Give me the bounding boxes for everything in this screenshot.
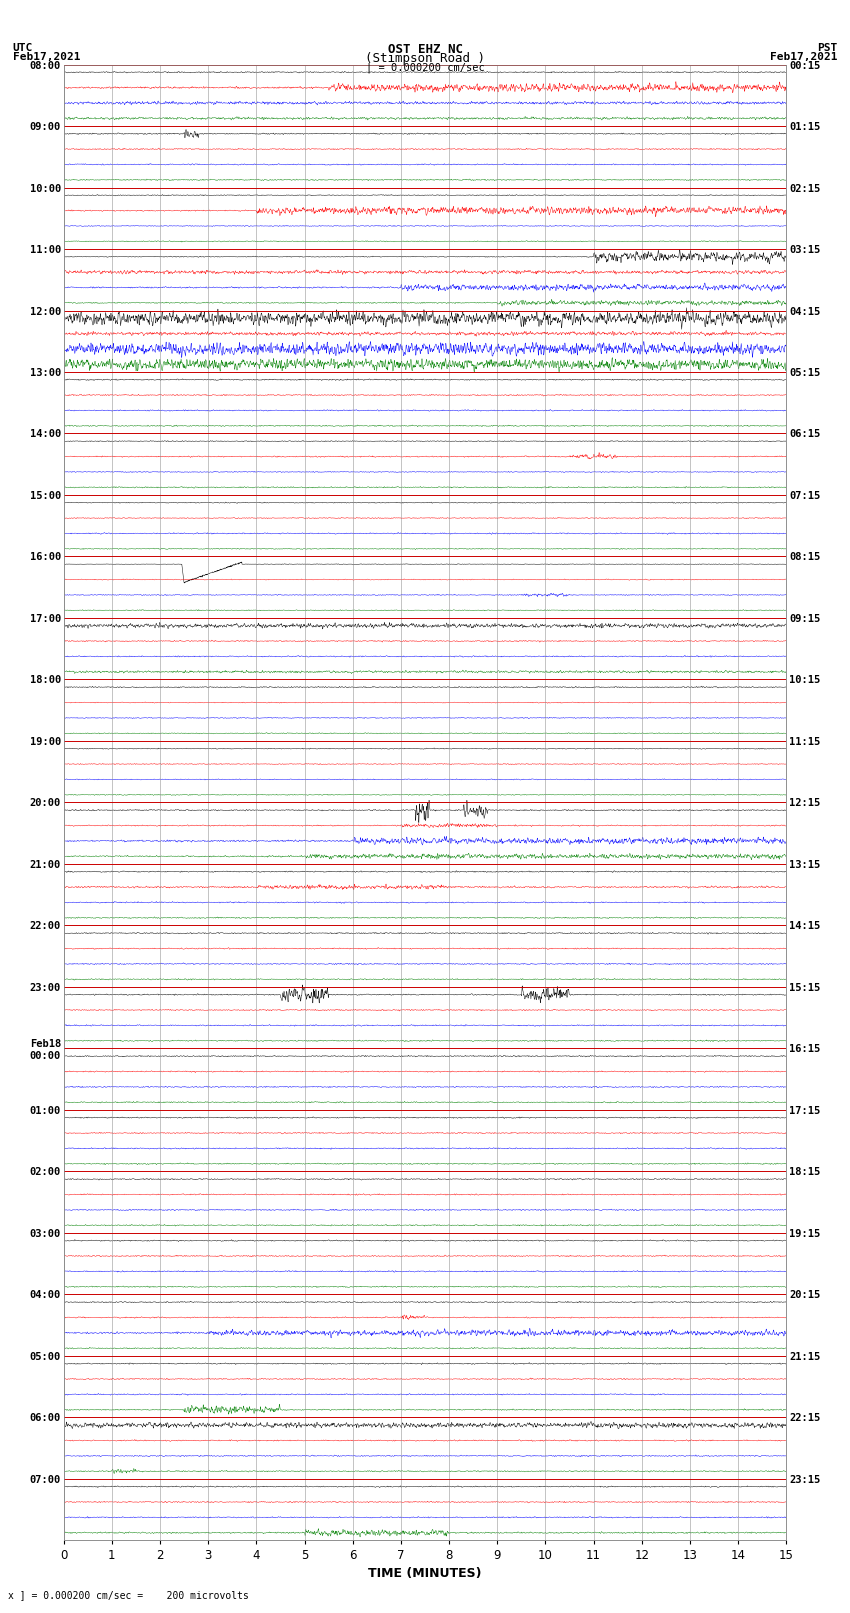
- Text: x ] = 0.000200 cm/sec =    200 microvolts: x ] = 0.000200 cm/sec = 200 microvolts: [8, 1590, 249, 1600]
- Text: | = 0.000200 cm/sec: | = 0.000200 cm/sec: [366, 63, 484, 73]
- Text: UTC: UTC: [13, 44, 33, 53]
- X-axis label: TIME (MINUTES): TIME (MINUTES): [368, 1566, 482, 1579]
- Text: (Stimpson Road ): (Stimpson Road ): [365, 52, 485, 66]
- Text: PST: PST: [817, 44, 837, 53]
- Text: Feb17,2021: Feb17,2021: [13, 52, 80, 63]
- Text: OST EHZ NC: OST EHZ NC: [388, 44, 462, 56]
- Text: Feb17,2021: Feb17,2021: [770, 52, 837, 63]
